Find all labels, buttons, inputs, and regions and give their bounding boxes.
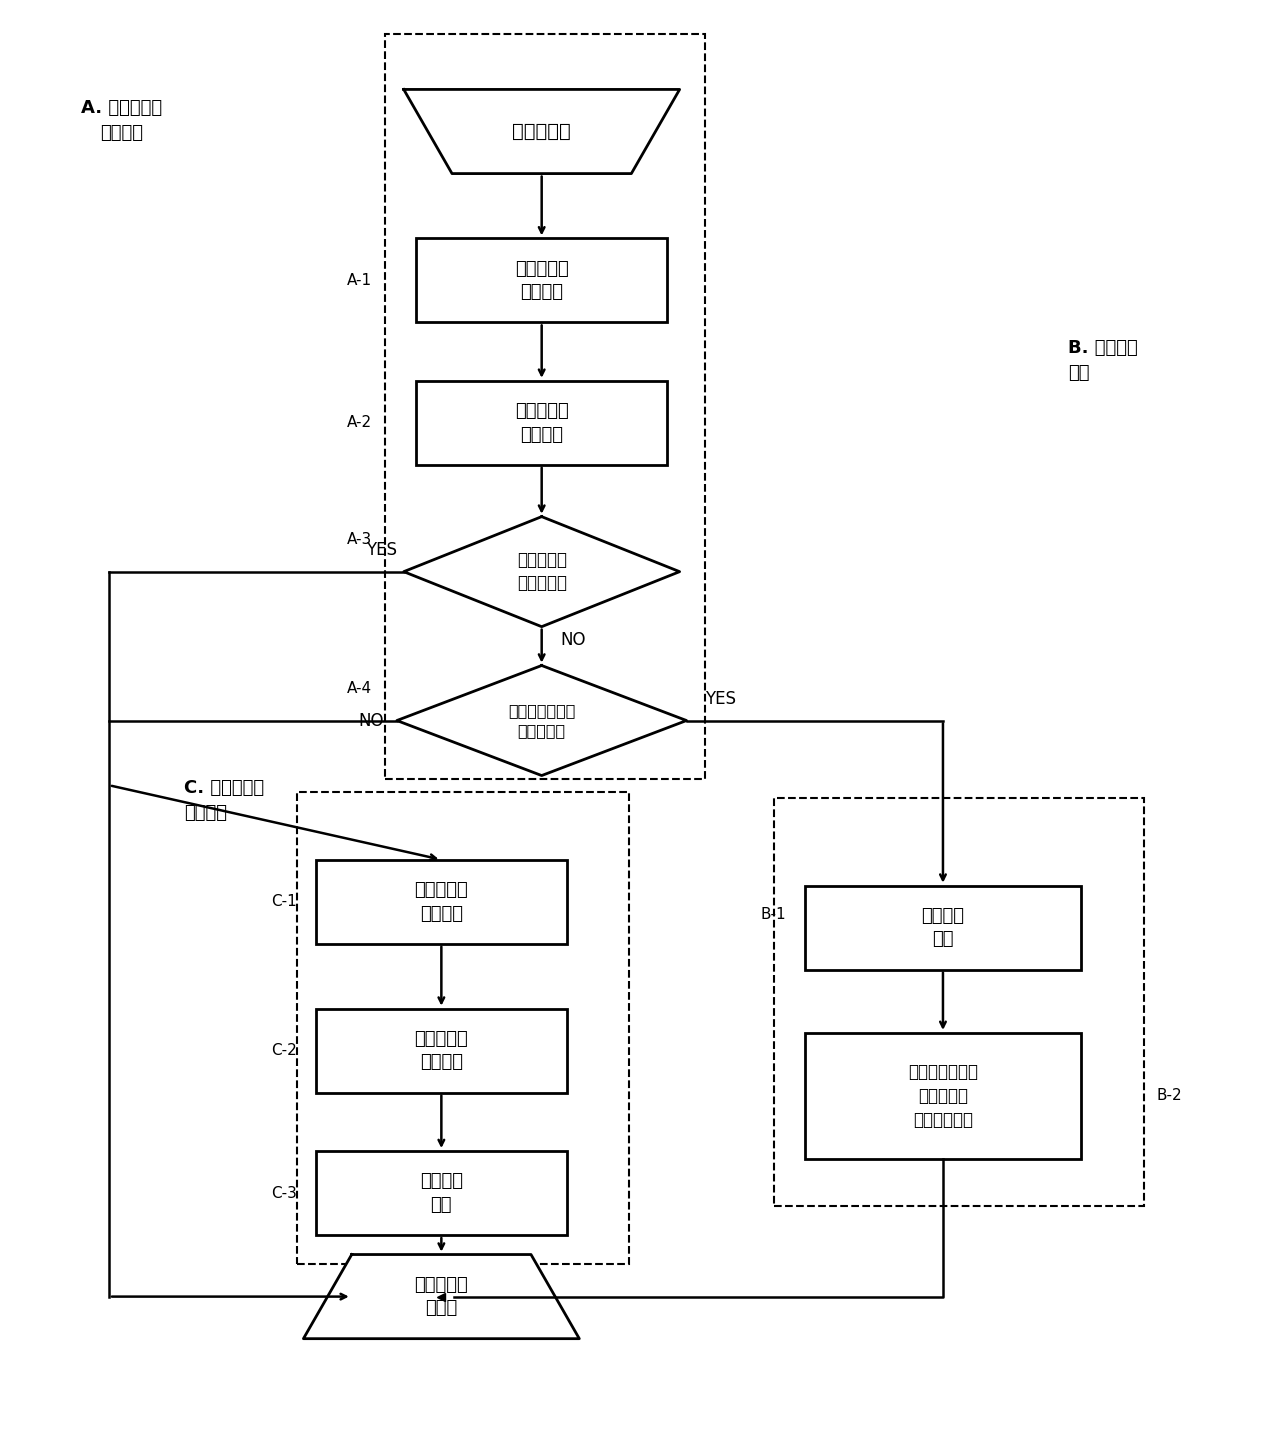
FancyBboxPatch shape — [805, 885, 1081, 970]
Text: 人体幹中心
座標取得: 人体幹中心 座標取得 — [515, 260, 569, 301]
FancyBboxPatch shape — [805, 1032, 1081, 1159]
Text: NO: NO — [561, 631, 586, 648]
Polygon shape — [303, 1255, 579, 1339]
FancyBboxPatch shape — [316, 1009, 566, 1093]
Text: C-2: C-2 — [271, 1043, 297, 1059]
Text: 予測結果
伝送: 予測結果 伝送 — [420, 1172, 462, 1214]
Text: 入力データ形式
パラメータ
チューニング: 入力データ形式 パラメータ チューニング — [908, 1063, 978, 1128]
FancyBboxPatch shape — [416, 238, 668, 323]
Text: C-1: C-1 — [271, 894, 297, 909]
Text: B-2: B-2 — [1156, 1089, 1181, 1104]
Text: A-3: A-3 — [347, 532, 372, 547]
FancyBboxPatch shape — [316, 1152, 566, 1234]
Text: A-1: A-1 — [347, 273, 372, 288]
Text: A. 人体幹中心
座標検出: A. 人体幹中心 座標検出 — [81, 99, 162, 142]
Polygon shape — [403, 90, 679, 173]
Text: ループ開始
に戻る: ループ開始 に戻る — [415, 1275, 469, 1317]
Text: ループ開始: ループ開始 — [512, 122, 571, 141]
FancyBboxPatch shape — [316, 859, 566, 944]
Text: NO: NO — [358, 711, 384, 730]
Text: YES: YES — [366, 541, 398, 558]
Polygon shape — [403, 516, 679, 627]
Text: YES: YES — [705, 689, 736, 708]
Text: C. 人体幹中心
座標予測: C. 人体幹中心 座標予測 — [185, 779, 265, 822]
Text: C-3: C-3 — [271, 1185, 297, 1201]
Text: 人体幹中心
座標予測: 人体幹中心 座標予測 — [415, 1029, 469, 1072]
Text: 学習器の
学習: 学習器の 学習 — [922, 907, 964, 948]
Text: 学習用データ蓄
積が完了？: 学習用データ蓄 積が完了？ — [508, 704, 575, 739]
Text: 人体幹中心
座標蓄積: 人体幹中心 座標蓄積 — [515, 401, 569, 443]
Text: B. 学習器の
学習: B. 学習器の 学習 — [1068, 339, 1138, 381]
Text: 入力データ
形式調整: 入力データ 形式調整 — [415, 881, 469, 923]
Text: A-2: A-2 — [347, 416, 372, 430]
Polygon shape — [397, 666, 687, 775]
Text: 学習器の学
習が完了？: 学習器の学 習が完了？ — [516, 551, 566, 592]
FancyBboxPatch shape — [416, 381, 668, 465]
Text: A-4: A-4 — [347, 680, 372, 695]
Text: B-1: B-1 — [760, 907, 786, 922]
